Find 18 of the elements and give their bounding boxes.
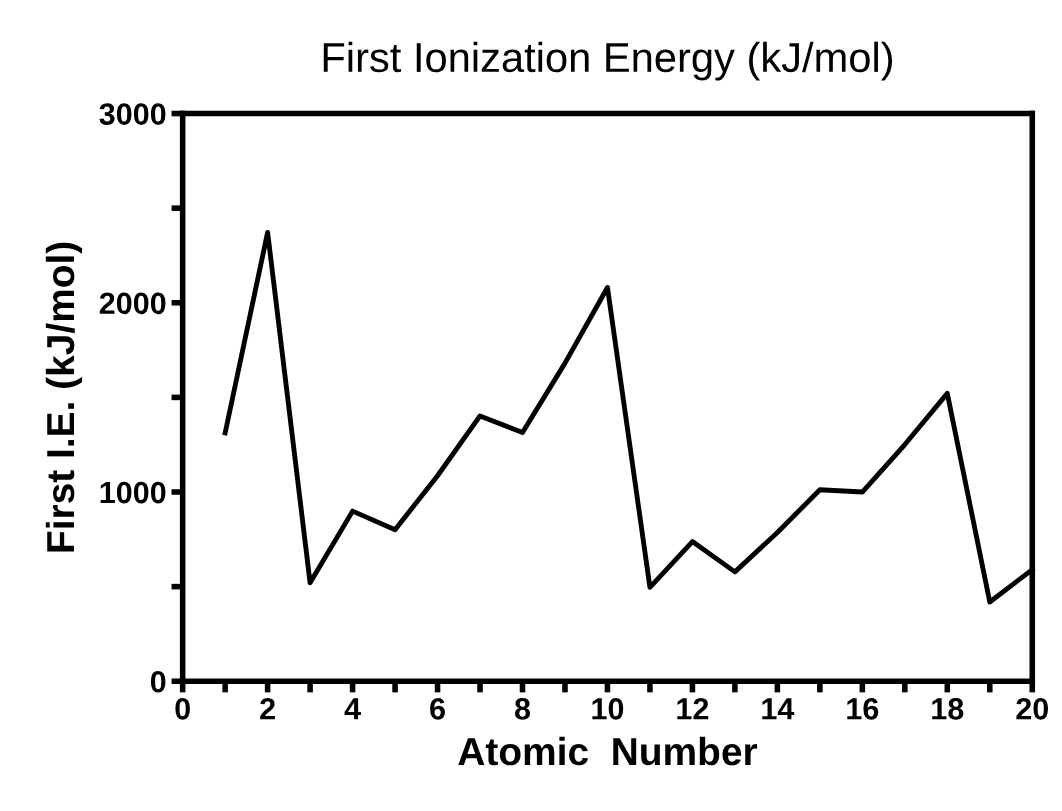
- x-tick-label: 14: [762, 698, 795, 720]
- y-tick-label: 2000: [99, 292, 166, 315]
- x-tick-label: 6: [430, 698, 445, 720]
- x-tick-label: 2: [260, 698, 275, 720]
- y-axis-title: First I.E. (kJ/mol): [45, 242, 83, 552]
- x-tick-label: 10: [592, 698, 624, 720]
- y-tick-label: 0: [150, 670, 166, 693]
- x-tick-label: 0: [175, 698, 190, 720]
- y-tick-label: 1000: [100, 481, 166, 504]
- y-tick-label: 3000: [99, 103, 166, 125]
- x-tick-label: 18: [932, 698, 964, 720]
- chart-title: First Ionization Energy (kJ/mol): [323, 41, 893, 81]
- x-tick-label: 12: [677, 698, 709, 720]
- x-axis-title: Atomic Number: [458, 736, 758, 766]
- x-tick-label: 8: [514, 698, 531, 720]
- x-tick-label: 4: [344, 698, 361, 720]
- x-tick-label: 20: [1016, 698, 1049, 720]
- x-tick-label: 16: [847, 698, 879, 720]
